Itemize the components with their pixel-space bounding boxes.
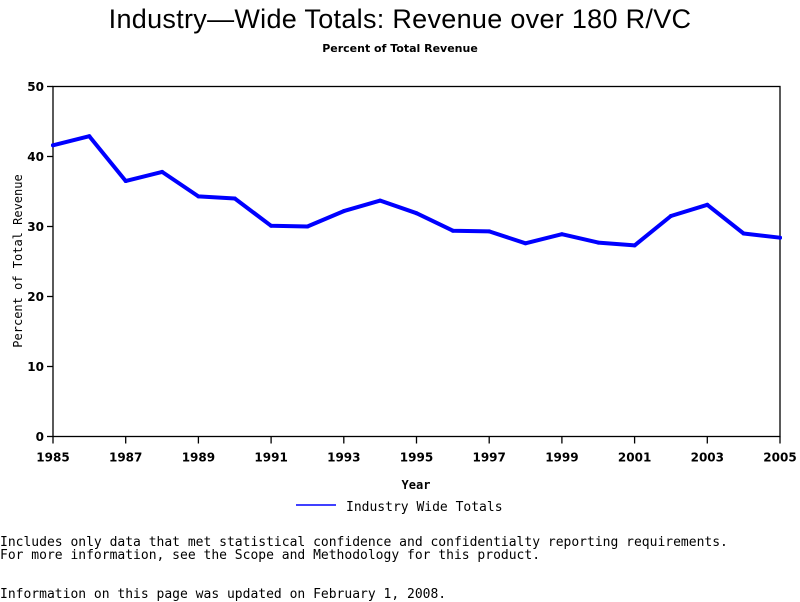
x-tick-label: 2005 bbox=[763, 451, 796, 465]
chart-title: Industry—Wide Totals: Revenue over 180 R… bbox=[108, 4, 692, 34]
legend-label: Industry Wide Totals bbox=[346, 500, 503, 515]
data-point bbox=[632, 243, 637, 248]
chart-subtitle: Percent of Total Revenue bbox=[322, 42, 478, 55]
data-point bbox=[668, 214, 673, 218]
data-point bbox=[87, 134, 92, 139]
y-tick-label: 30 bbox=[27, 220, 44, 234]
y-tick-label: 0 bbox=[36, 430, 44, 444]
x-axis-title: Year bbox=[402, 478, 431, 492]
data-point bbox=[232, 196, 237, 201]
data-point bbox=[705, 202, 710, 207]
x-tick-label: 2001 bbox=[618, 451, 651, 465]
data-point bbox=[123, 179, 128, 183]
footnote-methodology: For more information, see the Scope and … bbox=[0, 548, 541, 563]
x-tick-label: 1985 bbox=[36, 451, 69, 465]
data-points bbox=[51, 134, 782, 248]
x-tick-label: 1989 bbox=[182, 451, 215, 465]
x-tick-label: 2003 bbox=[691, 451, 724, 465]
y-tick-label: 50 bbox=[27, 80, 44, 94]
data-point bbox=[487, 229, 492, 234]
footnote-updated: Information on this page was updated on … bbox=[0, 587, 447, 602]
plot-frame bbox=[52, 85, 781, 438]
x-tick-label: 1993 bbox=[327, 451, 360, 465]
series-line-industry-wide-totals bbox=[51, 134, 782, 248]
data-point bbox=[196, 194, 201, 199]
x-tick-label: 1987 bbox=[109, 451, 142, 465]
data-point bbox=[559, 232, 564, 237]
data-point bbox=[414, 211, 419, 216]
footnote-confidence: Includes only data that met statistical … bbox=[0, 535, 728, 550]
y-axis-title: Percent of Total Revenue bbox=[11, 174, 25, 347]
x-axis-ticks: 1985 1987 1989 1991 1993 1995 1997 1999 2001 2003… bbox=[36, 436, 797, 465]
line-chart: 0 10 20 30 40 50 1985 1987 1989 1991 1993 1995 1997… bbox=[11, 80, 797, 515]
data-point bbox=[305, 224, 310, 229]
y-tick-label: 40 bbox=[27, 150, 44, 164]
y-axis-ticks: 0 10 20 30 40 50 bbox=[27, 80, 53, 444]
data-point bbox=[450, 228, 455, 233]
data-point bbox=[269, 223, 274, 228]
data-point bbox=[341, 209, 346, 214]
data-point bbox=[378, 198, 383, 203]
x-tick-label: 1995 bbox=[400, 451, 433, 465]
data-point bbox=[160, 169, 165, 174]
data-point bbox=[778, 235, 782, 240]
y-tick-label: 10 bbox=[27, 360, 44, 374]
x-tick-label: 1997 bbox=[472, 451, 505, 465]
data-point bbox=[51, 143, 55, 148]
data-point bbox=[741, 231, 746, 236]
data-point bbox=[596, 240, 601, 245]
data-point bbox=[523, 241, 528, 246]
x-tick-label: 1991 bbox=[254, 451, 287, 465]
x-tick-label: 1999 bbox=[545, 451, 578, 465]
y-tick-label: 20 bbox=[27, 290, 44, 304]
